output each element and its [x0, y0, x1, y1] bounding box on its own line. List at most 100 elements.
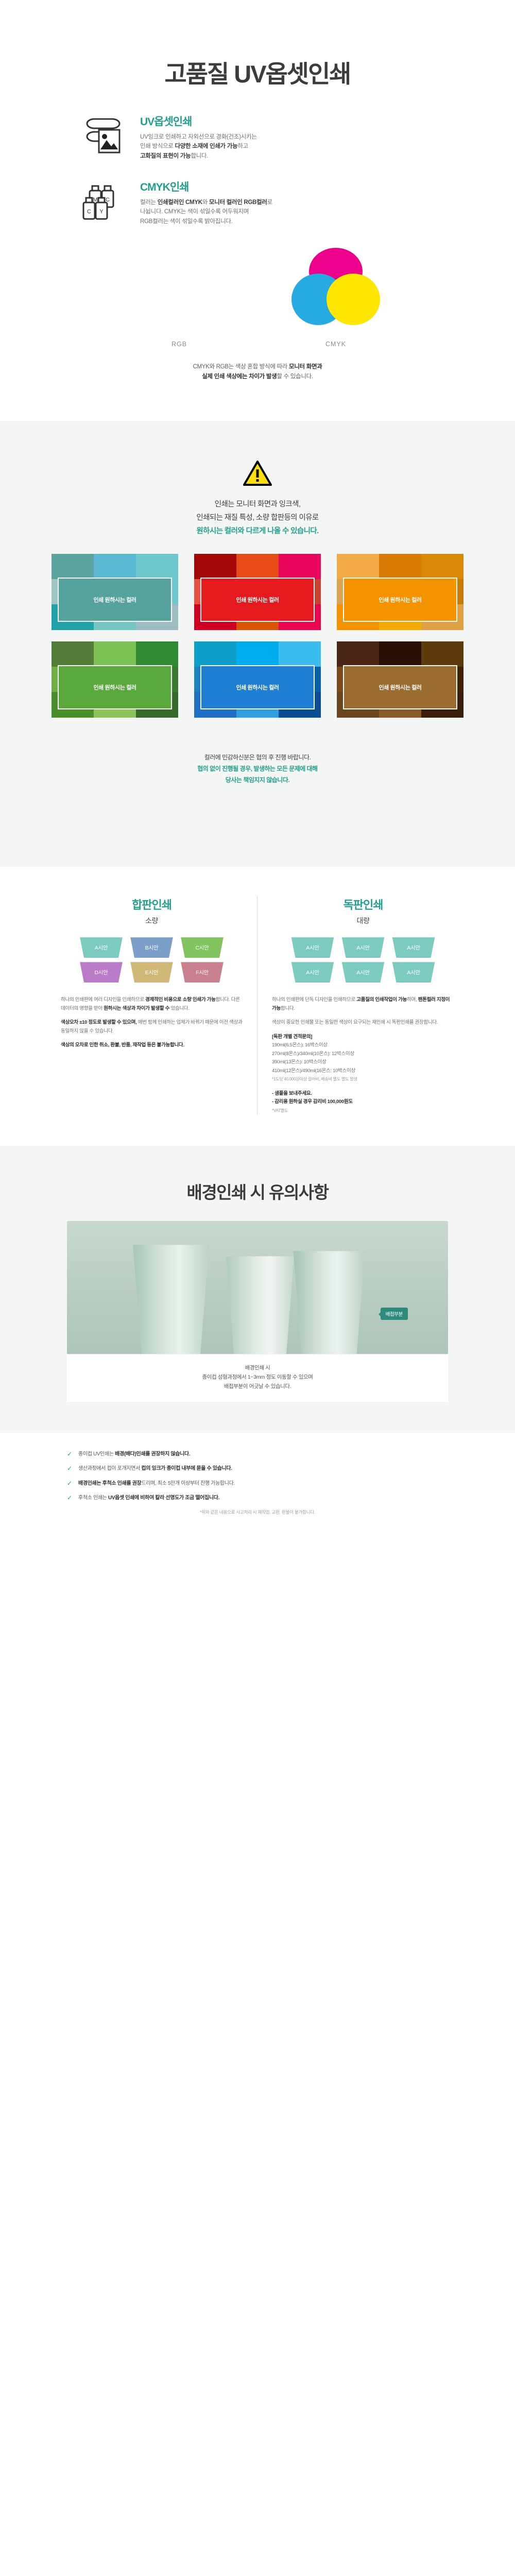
feature-line: 고화질의 표현이 가능합니다. — [140, 152, 209, 159]
compare-title: 합판인쇄 — [132, 899, 172, 912]
swatch-cell — [94, 553, 136, 580]
compare-subtitle: 대량 — [356, 917, 370, 925]
section-print-comparison: 합판인쇄 소량 A시안 B시안 C시안 D시안 E시안 F시안 하나의 인쇄판에 여러 디… — [0, 867, 515, 1146]
warning-text: 인쇄는 모니터 화면과 잉크색, 인쇄되는 재질 특성, 소량 합판등의 이유로… — [0, 498, 515, 538]
caption-line: 배접부분이 어긋날 수 있습니다. — [224, 1383, 291, 1390]
feature-cmyk: M C C Y CMYK인쇄 컬러는 인쇄컬러인 CMYK와 모니터 컬러인 R… — [77, 161, 438, 227]
checklist-item-text: 배경인쇄는 후척소 인쇄를 권장드리며, 최소 5만개 이상부터 진행 가능합니… — [78, 1480, 235, 1486]
cup-design-swatch: C시안 — [181, 937, 224, 958]
cup-design-swatch: A시안 — [392, 937, 435, 958]
rgb-label: RGB — [171, 341, 187, 348]
check-icon: ✓ — [67, 1494, 72, 1502]
feature-line: 나뉩니다. CMYK는 색이 섞일수록 어두워지며 — [140, 209, 249, 215]
compare-column-hapan: 합판인쇄 소량 A시안 B시안 C시안 D시안 E시안 F시안 하나의 인쇄판에 여러 디… — [46, 896, 258, 1115]
check-icon: ✓ — [67, 1465, 72, 1472]
printing-press-icon — [77, 113, 127, 160]
swatch-center-label: 인쇄 원하시는 컬러 — [200, 577, 315, 622]
compare-paragraph: 하나의 인쇄판에 여러 디자인을 인쇄하므로 경제적인 비용으로 소량 인쇄가 … — [61, 997, 240, 1011]
cup-design-swatch: E시안 — [130, 962, 173, 983]
ink-bottles-icon: M C C Y — [77, 179, 127, 225]
feature-line: 인쇄 방식으로 다양한 소재에 인쇄가 가능하고 — [140, 143, 248, 150]
checklist-item-text: 생산과정에서 컵이 포개지면서 컵의 잉크가 종이컵 내부에 묻을 수 있습니다… — [78, 1466, 232, 1472]
warning-line: 인쇄되는 재질 특성, 소량 합판등의 이유로 — [196, 514, 319, 522]
feature-line: RGB컬러는 색이 섞일수록 밝아집니다. — [140, 218, 233, 225]
venn-note-line: CMYK와 RGB는 색상 혼합 방식에 따라 모니터 화면과 — [193, 364, 322, 370]
photo-cup-middle — [226, 1256, 294, 1354]
swatch-cell — [136, 553, 178, 580]
swatch-cell — [94, 641, 136, 667]
swatch-cell — [279, 641, 321, 667]
checklist-item-text: 종이컵 UV인쇄는 배경(배다)인쇄를 권장하지 않습니다. — [78, 1451, 191, 1457]
cup-grid-dokpan: A시안 A시안 A시안 A시안 A시안 A시안 — [272, 937, 454, 983]
cup-grid-hapan: A시안 B시안 C시안 D시안 E시안 F시안 — [61, 937, 243, 983]
caption-line: 배경인쇄 시 — [245, 1365, 270, 1371]
swatch-center-label: 인쇄 원하시는 컬러 — [200, 665, 315, 709]
checklist-item: ✓ 종이컵 UV인쇄는 배경(배다)인쇄를 권장하지 않습니다. — [67, 1450, 448, 1459]
swatch-cell — [236, 553, 279, 580]
section-color-warning: 인쇄는 모니터 화면과 잉크색, 인쇄되는 재질 특성, 소량 합판등의 이유로… — [0, 421, 515, 868]
svg-text:Y: Y — [99, 209, 104, 215]
swatch-cell — [136, 641, 178, 667]
swatch-cell — [379, 641, 421, 667]
warning-line-highlight: 원하시는 컬러와 다르게 나올 수 있습니다. — [196, 527, 319, 535]
checklist-item: ✓ 후척소 인쇄는 UV옵셋 인쇄에 비하여 칼라 선명도가 조금 떨어집니다. — [67, 1494, 448, 1502]
cup-design-swatch: A시안 — [80, 937, 123, 958]
swatch-cell — [337, 641, 379, 667]
swatch-center-label: 인쇄 원하시는 컬러 — [343, 577, 457, 622]
swatch-cell — [52, 553, 94, 580]
check-icon: ✓ — [67, 1450, 72, 1458]
photo-cup-right — [293, 1251, 365, 1354]
swatch-block-blue: 인쇄 원하시는 컬러 — [194, 641, 321, 718]
feature-line: 컬러는 인쇄컬러인 CMYK와 모니터 컬러인 RGB컬러로 — [140, 199, 272, 206]
checklist: ✓ 종이컵 UV인쇄는 배경(배다)인쇄를 권장하지 않습니다. ✓ 생산과정에서 컵… — [67, 1450, 448, 1502]
cup-design-swatch: A시안 — [341, 962, 385, 983]
photo-cup-left — [133, 1245, 209, 1354]
swatch-cell — [337, 553, 379, 580]
venn-note-line: 실제 인쇄 색상에는 차이가 발생할 수 있습니다. — [202, 374, 313, 380]
swatch-cell — [52, 641, 94, 667]
feature-title: UV옵셋인쇄 — [140, 115, 192, 128]
cup-design-swatch: A시안 — [392, 962, 435, 983]
feature-line: UV잉크로 인쇄하고 자외선으로 경화(건조)시키는 — [140, 133, 257, 140]
cup-photo: 배접부분 — [67, 1221, 448, 1354]
cup-design-swatch: A시안 — [341, 937, 385, 958]
swatch-cell — [236, 641, 279, 667]
seam-callout-badge: 배접부분 — [378, 1308, 408, 1320]
cup-design-swatch: A시안 — [291, 937, 334, 958]
section-uv-intro: 고품질 UV옵셋인쇄 UV옵셋인쇄 UV잉크로 인쇄하고 자외선으로 경화(건조… — [0, 0, 515, 421]
swatch-center-label: 인쇄 원하시는 컬러 — [58, 665, 172, 709]
agreement-note: 컬러에 민감하신분은 협의 후 진행 바랍니다. 협의 없이 진행될 경우, 발… — [0, 729, 515, 829]
svg-text:C: C — [87, 209, 91, 215]
swatch-cell — [421, 641, 464, 667]
background-print-caption: 배경인쇄 시 종이컵 성형과정에서 1~3mm 정도 이동할 수 있으며 배접부… — [67, 1354, 448, 1402]
feature-description: UV잉크로 인쇄하고 자외선으로 경화(건조)시키는 인쇄 방식으로 다양한 소… — [140, 132, 438, 161]
checklist-footnote: *위와 같은 내용으로 사고처리 시 재작업, 교환, 환불이 불가합니다. — [200, 1509, 315, 1515]
swatch-block-red: 인쇄 원하시는 컬러 — [194, 553, 321, 630]
swatch-grid-area: 인쇄 원하시는 컬러 인쇄 원하시는 컬러 인쇄 원하시는 컬러 인쇄 원하시는 컬러… — [52, 538, 464, 718]
background-print-title: 배경인쇄 시 유의사항 — [186, 1183, 329, 1202]
swatch-cell — [194, 641, 236, 667]
caption-line: 종이컵 성형과정에서 1~3mm 정도 이동할 수 있으며 — [202, 1374, 313, 1381]
check-icon: ✓ — [67, 1479, 72, 1487]
warning-line: 인쇄는 모니터 화면과 잉크색, — [214, 500, 301, 509]
comparison-columns: 합판인쇄 소량 A시안 B시안 C시안 D시안 E시안 F시안 하나의 인쇄판에 여러 디… — [46, 896, 469, 1115]
color-model-comparison: RGB CMYK — [0, 226, 515, 348]
cup-design-swatch: F시안 — [181, 962, 224, 983]
checklist-item: ✓ 배경인쇄는 후척소 인쇄를 권장드리며, 최소 5만개 이상부터 진행 가능합… — [67, 1480, 448, 1488]
agreement-line: 컬러에 민감하신분은 협의 후 진행 바랍니다. — [204, 753, 311, 761]
swatch-row: 인쇄 원하시는 컬러 인쇄 원하시는 컬러 인쇄 원하시는 컬러 — [52, 553, 464, 630]
svg-text:M: M — [93, 197, 97, 203]
section-background-print: 배경인쇄 시 유의사항 배접부분 배경인쇄 시 종이컵 성형과정에서 1~3mm… — [0, 1146, 515, 1433]
page-root: 고품질 UV옵셋인쇄 UV옵셋인쇄 UV잉크로 인쇄하고 자외선으로 경화(건조… — [0, 0, 515, 1515]
cmyk-label: CMYK — [325, 341, 347, 348]
feature-uv-offset: UV옵셋인쇄 UV잉크로 인쇄하고 자외선으로 경화(건조)시키는 인쇄 방식으… — [77, 88, 438, 161]
warning-triangle-icon — [0, 460, 515, 487]
swatch-block-orange: 인쇄 원하시는 컬러 — [337, 553, 464, 630]
rgb-venn-icon — [128, 242, 231, 337]
checklist-item: ✓ 생산과정에서 컵이 포개지면서 컵의 잉크가 종이컵 내부에 묻을 수 있습니… — [67, 1465, 448, 1473]
compare-paragraph: 색상의 오차로 인한 취소, 환불, 반품, 재작업 등은 불가능합니다. — [61, 1042, 184, 1048]
agreement-line-highlight: 협의 없이 진행될 경우, 발생하는 모든 문제에 대해 — [197, 765, 318, 772]
swatch-cell — [194, 553, 236, 580]
compare-column-dokpan: 독판인쇄 대량 A시안 A시안 A시안 A시안 A시안 A시안 하나의 인쇄판에 단독 디… — [258, 896, 469, 1115]
compare-subtitle: 소량 — [145, 917, 158, 925]
